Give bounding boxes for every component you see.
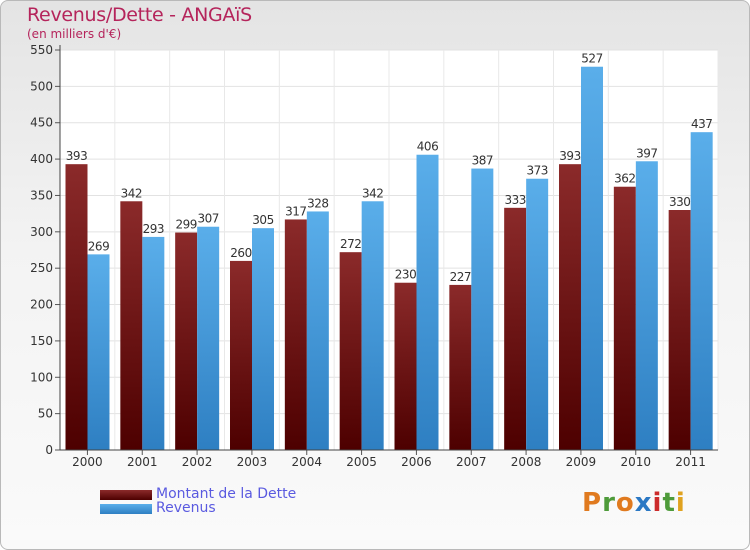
- label-dette-2007: 227: [450, 270, 471, 284]
- label-dette-2005: 272: [340, 237, 361, 251]
- label-dette-2001: 342: [121, 186, 142, 200]
- bar-dette-2001: [120, 201, 143, 450]
- bar-dette-2007: [449, 284, 472, 450]
- y-tick-label: 150: [30, 334, 53, 348]
- y-tick-label: 300: [30, 225, 53, 239]
- bar-revenus-2006: [416, 154, 439, 450]
- label-revenus-2001: 293: [143, 222, 164, 236]
- logo-letter: x: [634, 488, 653, 518]
- label-revenus-2004: 328: [307, 196, 328, 210]
- label-dette-2004: 317: [285, 204, 306, 218]
- x-tick-label-2007: 2007: [456, 455, 487, 469]
- x-tick-label-2004: 2004: [291, 455, 322, 469]
- bar-revenus-2010: [635, 161, 658, 451]
- y-tick-label: 50: [38, 407, 53, 421]
- x-tick-label-2010: 2010: [620, 455, 651, 469]
- label-revenus-2007: 387: [472, 154, 493, 168]
- bar-revenus-2004: [306, 211, 329, 450]
- x-tick-label-2001: 2001: [127, 455, 158, 469]
- bar-revenus-2008: [526, 178, 549, 450]
- logo-letter: P: [582, 488, 603, 518]
- legend-label-revenus: Revenus: [156, 500, 216, 516]
- y-tick-label: 350: [30, 188, 53, 202]
- label-revenus-2010: 397: [636, 146, 657, 160]
- x-tick-label-2000: 2000: [72, 455, 103, 469]
- bar-dette-2011: [668, 210, 691, 450]
- x-tick-label-2006: 2006: [401, 455, 432, 469]
- logo-letter: t: [662, 488, 676, 518]
- label-revenus-2009: 527: [581, 52, 602, 66]
- y-tick-label: 100: [30, 370, 53, 384]
- chart-title: Revenus/Dette - ANGAïS: [27, 4, 252, 26]
- bar-dette-2003: [230, 260, 252, 450]
- bar-revenus-2009: [581, 66, 603, 451]
- y-tick-label: 250: [30, 261, 53, 275]
- bar-dette-2009: [559, 164, 581, 450]
- label-dette-2000: 393: [66, 149, 87, 163]
- label-revenus-2006: 406: [417, 140, 438, 154]
- x-tick-label-2008: 2008: [511, 455, 542, 469]
- label-revenus-2008: 373: [526, 164, 547, 178]
- chart-subtitle: (en milliers d'€): [27, 27, 122, 41]
- label-revenus-2011: 437: [691, 117, 712, 131]
- label-revenus-2005: 342: [362, 186, 383, 200]
- bar-dette-2002: [175, 232, 198, 450]
- label-dette-2003: 260: [230, 246, 251, 260]
- label-dette-2006: 230: [395, 268, 416, 282]
- bar-dette-2006: [394, 282, 417, 450]
- bar-revenus-2000: [87, 254, 110, 450]
- label-revenus-2000: 269: [88, 239, 109, 253]
- x-tick-label-2003: 2003: [237, 455, 268, 469]
- label-revenus-2002: 307: [197, 212, 218, 226]
- label-dette-2008: 333: [504, 193, 525, 207]
- logo-letter: i: [652, 488, 663, 518]
- proxiti-logo: Proxiti: [582, 488, 686, 518]
- x-tick-label-2005: 2005: [346, 455, 377, 469]
- bar-revenus-2002: [197, 226, 220, 450]
- bars: [65, 66, 713, 451]
- x-tick-label-2009: 2009: [566, 455, 597, 469]
- bar-revenus-2003: [252, 228, 274, 450]
- bar-dette-2004: [284, 219, 307, 450]
- bar-dette-2008: [504, 207, 527, 450]
- axes: 0 50 100 150 200 250 300 350 400 450 500 550 2000 200…: [30, 43, 718, 469]
- y-tick-label: 550: [30, 43, 53, 57]
- y-tick-label: 450: [30, 116, 53, 130]
- bar-dette-2000: [65, 164, 88, 450]
- label-dette-2011: 330: [669, 195, 690, 209]
- y-tick-label: 400: [30, 152, 53, 166]
- bar-dette-2005: [339, 252, 362, 450]
- label-dette-2002: 299: [175, 218, 196, 232]
- legend-swatch-dette: [100, 490, 152, 500]
- legend-swatch-revenus: [100, 504, 152, 514]
- label-dette-2009: 393: [559, 149, 580, 163]
- logo-letter: i: [675, 488, 686, 518]
- logo-letter: r: [602, 488, 616, 518]
- bar-revenus-2007: [471, 168, 494, 450]
- y-tick-label: 0: [45, 443, 53, 457]
- label-dette-2010: 362: [614, 172, 635, 186]
- y-tick-label: 200: [30, 298, 53, 312]
- bar-revenus-2001: [142, 236, 165, 450]
- bar-revenus-2005: [361, 201, 384, 450]
- label-revenus-2003: 305: [252, 213, 273, 227]
- x-tick-label-2002: 2002: [182, 455, 213, 469]
- x-tick-label-2011: 2011: [675, 455, 706, 469]
- bar-revenus-2011: [690, 132, 713, 450]
- bar-dette-2010: [613, 186, 636, 450]
- legend-label-dette: Montant de la Dette: [156, 486, 297, 502]
- logo-letter: o: [615, 488, 635, 518]
- y-tick-label: 500: [30, 79, 53, 93]
